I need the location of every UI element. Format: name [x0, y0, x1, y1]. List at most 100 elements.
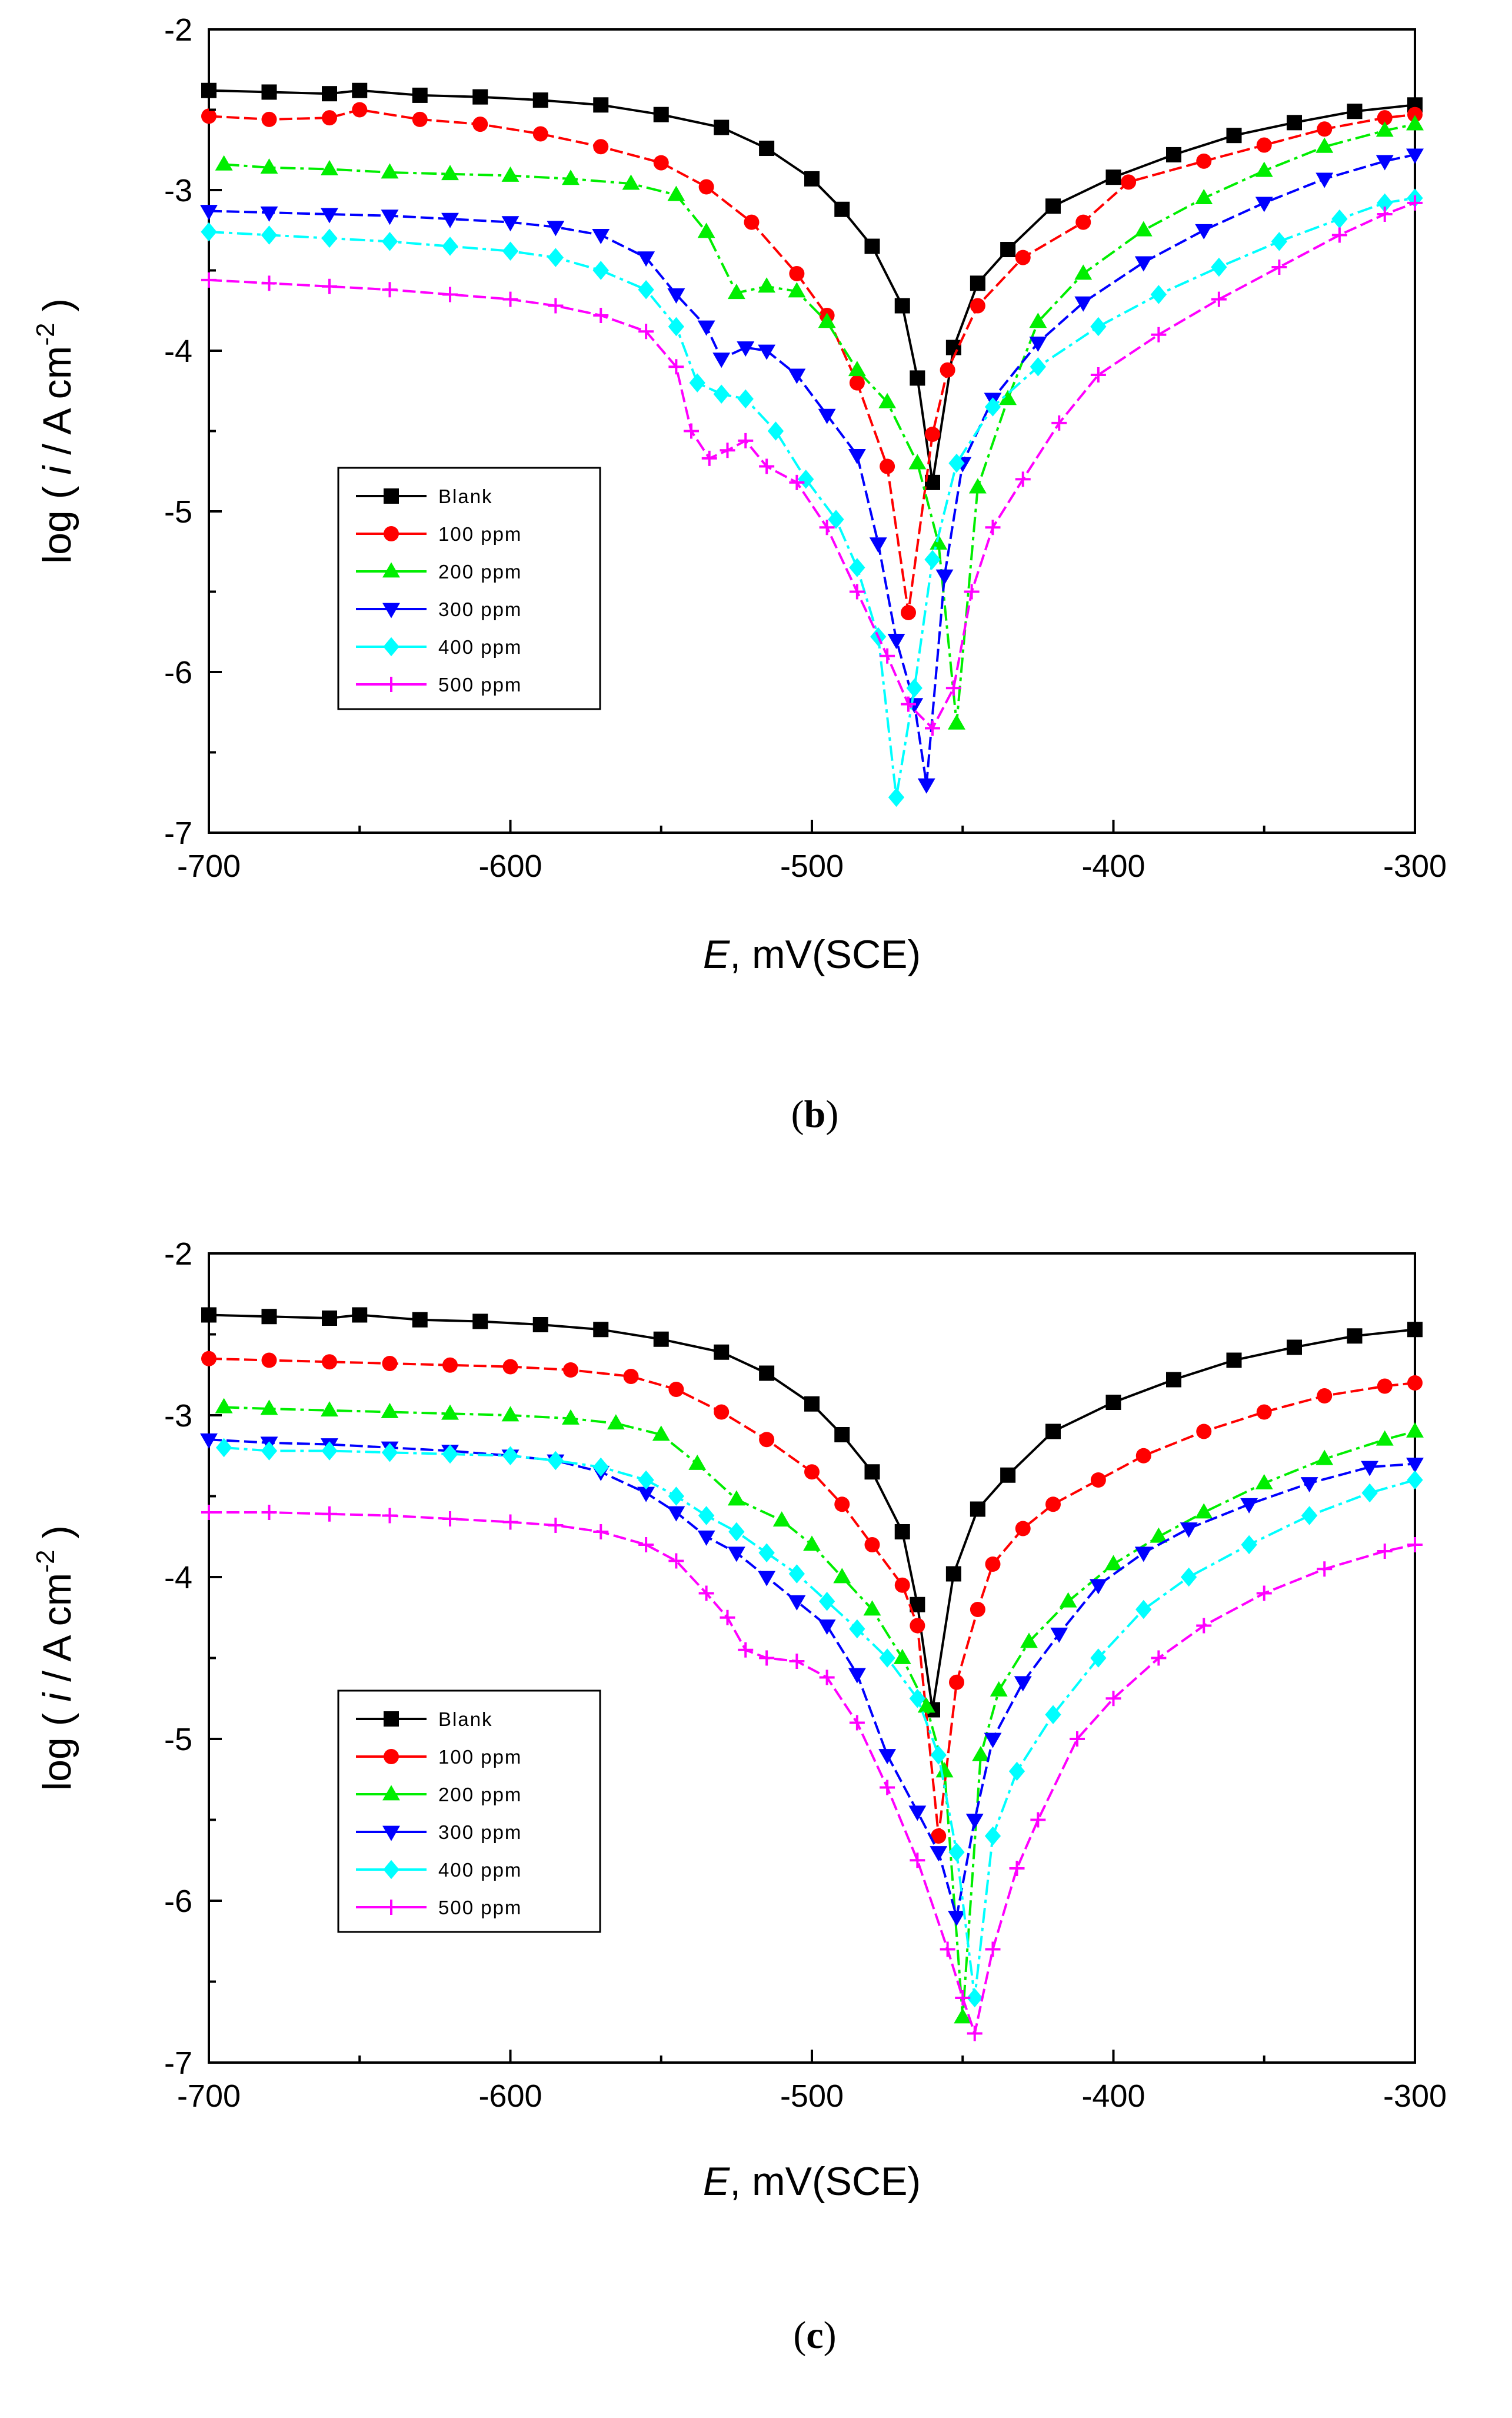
data-point	[948, 1842, 965, 1862]
data-point	[945, 1566, 961, 1582]
data-point	[758, 1571, 776, 1586]
y-tick-label: -3	[164, 1398, 192, 1433]
data-point	[864, 1464, 880, 1480]
data-point	[714, 119, 730, 135]
data-point	[322, 1506, 337, 1522]
data-point	[1059, 1592, 1077, 1608]
data-point	[1195, 189, 1213, 205]
data-point	[667, 185, 685, 201]
data-point	[698, 179, 714, 195]
data-point	[834, 1427, 850, 1442]
data-point	[849, 1619, 865, 1639]
series	[201, 1307, 1423, 1718]
x-tick-label: -700	[177, 2078, 241, 2114]
legend-label: 300 ppm	[438, 1821, 522, 1843]
data-point	[880, 458, 895, 474]
data-point	[622, 174, 640, 190]
data-point	[201, 222, 217, 242]
data-point	[906, 678, 922, 698]
data-point	[472, 1313, 488, 1329]
data-point	[501, 216, 519, 232]
data-point	[788, 1564, 805, 1584]
data-point	[833, 1568, 851, 1584]
data-point	[215, 155, 233, 171]
data-point	[1105, 1691, 1121, 1707]
data-point	[930, 1846, 948, 1862]
data-point	[758, 277, 776, 293]
x-axis-title: E, mV(SCE)	[703, 932, 921, 977]
data-point	[930, 1745, 947, 1765]
data-point	[1315, 137, 1334, 153]
data-point	[818, 408, 836, 424]
data-point	[849, 375, 865, 391]
data-point	[442, 287, 458, 302]
data-point	[985, 520, 1001, 536]
data-point	[261, 1505, 277, 1520]
data-point	[442, 1444, 458, 1464]
legend-marker	[382, 603, 400, 618]
data-point	[772, 1511, 791, 1527]
data-point	[532, 1317, 548, 1332]
data-point	[592, 1457, 609, 1477]
data-point	[562, 1409, 580, 1425]
data-point	[1050, 1627, 1068, 1643]
data-point	[442, 237, 458, 256]
data-point	[667, 288, 685, 304]
data-point	[728, 1522, 745, 1542]
data-point	[849, 1715, 865, 1731]
data-point	[653, 1331, 669, 1347]
data-point	[819, 1669, 835, 1685]
data-point	[1000, 1467, 1016, 1483]
data-point	[931, 1828, 947, 1844]
data-point	[1376, 1430, 1394, 1446]
x-tick-label: -300	[1383, 2078, 1447, 2114]
data-point	[759, 458, 775, 474]
data-point	[1407, 1470, 1423, 1490]
data-point	[1090, 367, 1106, 383]
data-point	[887, 634, 905, 649]
data-point	[1407, 1322, 1423, 1338]
legend-marker	[384, 677, 399, 692]
legend: Blank 100 ppm 200 ppm 300 ppm 400 ppm 500 ppm	[337, 1689, 601, 1933]
data-point	[727, 284, 745, 300]
data-point	[1045, 1496, 1061, 1512]
data-point	[834, 1496, 850, 1512]
data-point	[1315, 1449, 1334, 1465]
data-point	[803, 1535, 821, 1551]
data-point	[412, 87, 428, 103]
data-point	[1075, 214, 1091, 230]
data-point	[901, 696, 916, 712]
data-point	[818, 1619, 836, 1635]
y-axis-title: log ( i / A cm-2 )	[31, 298, 79, 564]
legend: Blank 100 ppm 200 ppm 300 ppm 400 ppm 500 ppm	[337, 467, 601, 710]
data-point	[714, 1404, 730, 1420]
data-point	[894, 298, 910, 314]
series	[201, 195, 1423, 736]
data-point	[758, 344, 776, 360]
data-point	[1029, 312, 1047, 328]
data-point	[260, 206, 278, 222]
data-point	[547, 221, 565, 237]
data-point	[917, 778, 935, 794]
data-point	[1105, 1395, 1121, 1410]
data-point	[1015, 250, 1031, 265]
data-point	[261, 111, 277, 127]
data-point	[788, 282, 806, 298]
data-point	[261, 1441, 278, 1461]
data-point	[322, 278, 337, 294]
legend-label: 100 ppm	[438, 523, 522, 545]
data-point	[201, 1505, 217, 1520]
data-point	[1015, 471, 1031, 487]
data-point	[1090, 317, 1107, 337]
series-line	[224, 123, 1416, 724]
data-point	[759, 1432, 775, 1448]
data-point	[593, 1322, 609, 1338]
chart-panel: -700 -600 -500 -400 -300 -2 -3 -4 -5 -6 -7 E, mV(SC…	[31, 12, 1447, 1136]
data-point	[864, 238, 880, 254]
data-point	[999, 390, 1017, 405]
data-point	[592, 261, 609, 280]
data-point	[593, 1524, 609, 1539]
data-point	[970, 1602, 985, 1617]
data-point	[1030, 357, 1047, 377]
data-point	[984, 1826, 1001, 1846]
